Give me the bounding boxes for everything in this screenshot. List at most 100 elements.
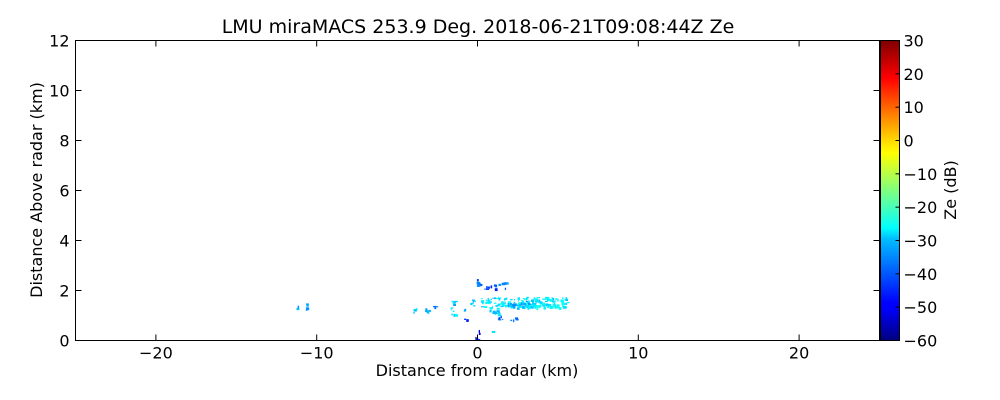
echo-cell xyxy=(478,282,481,286)
x-tick-label: 10 xyxy=(628,344,648,363)
colorbar xyxy=(880,40,900,341)
echo-cell xyxy=(536,299,539,302)
echo-cell xyxy=(500,297,502,299)
echo-cell xyxy=(532,307,534,309)
echo-cell xyxy=(428,309,431,312)
echo-cell xyxy=(455,314,458,317)
echo-cell xyxy=(513,305,516,309)
echo-cell xyxy=(552,303,554,306)
echo-cell xyxy=(527,303,532,306)
echo-cell xyxy=(451,313,453,316)
echo-cell xyxy=(522,298,525,300)
echo-cell xyxy=(534,305,538,308)
echo-cell xyxy=(483,306,488,308)
echo-cell xyxy=(565,297,567,299)
echo-cell xyxy=(531,303,535,306)
echo-cell xyxy=(493,284,497,287)
echo-cell xyxy=(491,306,493,309)
echo-cell xyxy=(508,303,510,306)
echo-cell xyxy=(524,304,528,307)
echo-cell xyxy=(509,306,511,308)
echo-cell xyxy=(494,288,498,292)
echo-cell xyxy=(522,301,524,304)
echo-cell xyxy=(505,304,507,308)
echo-cell xyxy=(486,288,490,290)
echo-cell xyxy=(498,310,500,314)
echo-cell xyxy=(527,300,530,302)
echo-cell xyxy=(450,307,454,309)
echo-cell xyxy=(490,301,492,303)
echo-cell xyxy=(532,305,535,308)
echo-cell xyxy=(476,279,479,282)
colorbar-tick-label: −40 xyxy=(904,265,938,284)
echo-cell xyxy=(503,302,506,304)
x-tick-label: −10 xyxy=(300,344,334,363)
echo-cell xyxy=(495,305,499,307)
echo-cell xyxy=(538,299,541,303)
echo-cell xyxy=(452,310,455,313)
echo-cell xyxy=(496,307,500,310)
y-tick-label: 0 xyxy=(59,332,69,351)
echo-cell xyxy=(542,298,546,300)
echo-cell xyxy=(510,303,513,306)
echo-cell xyxy=(478,339,481,341)
echo-cell xyxy=(497,296,499,300)
echo-cell xyxy=(561,302,565,305)
echo-cell xyxy=(480,306,485,308)
echo-cell xyxy=(503,304,506,307)
echo-cell xyxy=(425,308,428,310)
chart-title: LMU miraMACS 253.9 Deg. 2018-06-21T09:08… xyxy=(222,16,735,38)
echo-cell xyxy=(495,298,499,300)
echo-cell xyxy=(521,299,524,303)
colorbar-tick-label: −20 xyxy=(904,198,938,217)
echo-cell xyxy=(492,297,494,299)
echo-cell xyxy=(487,286,491,288)
echo-cell xyxy=(564,303,568,305)
echo-cell xyxy=(530,299,535,302)
echo-cell xyxy=(489,309,492,313)
echo-cell xyxy=(493,311,497,314)
echo-cell xyxy=(476,284,481,287)
echo-cell xyxy=(501,301,504,304)
echo-cell xyxy=(470,303,473,306)
echo-cell xyxy=(503,298,507,300)
echo-cell xyxy=(472,301,474,304)
y-tick-label: 4 xyxy=(59,232,69,251)
echo-cell xyxy=(479,283,483,287)
echo-cell xyxy=(542,302,546,305)
echo-cell xyxy=(518,305,522,308)
echo-cell xyxy=(547,305,550,308)
echo-cell xyxy=(562,306,567,309)
echo-cell xyxy=(519,303,522,306)
echo-cell xyxy=(296,308,300,311)
echo-cell xyxy=(493,297,497,300)
echo-cell xyxy=(499,283,501,286)
echo-cell xyxy=(476,281,480,285)
echo-cell xyxy=(556,306,560,309)
echo-cell xyxy=(566,301,570,304)
echo-cell xyxy=(426,309,428,313)
echo-cell xyxy=(489,307,492,310)
echo-cell xyxy=(520,305,524,308)
plot-frame xyxy=(75,40,880,341)
echo-cell xyxy=(464,318,467,320)
echo-cell xyxy=(548,304,551,307)
echo-cell xyxy=(510,306,513,309)
echo-cell xyxy=(498,303,500,306)
echo-cell xyxy=(534,305,536,309)
colorbar-tick-label: −10 xyxy=(904,165,938,184)
echo-cell xyxy=(504,287,507,291)
echo-cell xyxy=(485,299,488,302)
y-tick-label: 6 xyxy=(59,182,69,201)
echo-cell xyxy=(451,300,454,302)
echo-cell xyxy=(546,298,550,302)
echo-cell xyxy=(564,299,566,301)
y-axis: 0 2 4 6 8 10 12 xyxy=(49,32,880,351)
echo-cell xyxy=(553,301,556,305)
echo-cell xyxy=(553,305,556,308)
echo-cell xyxy=(526,296,529,300)
echo-cell xyxy=(536,297,540,299)
echo-cell xyxy=(527,302,531,305)
echo-cell xyxy=(487,303,491,305)
